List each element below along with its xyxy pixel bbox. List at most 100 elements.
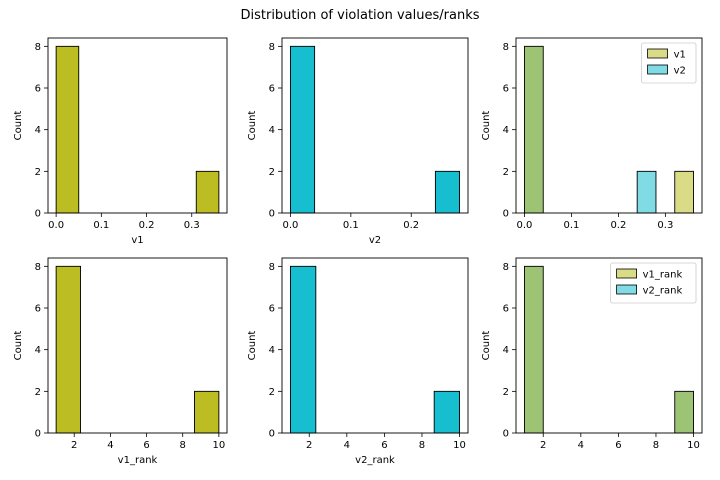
legend-swatch (647, 64, 668, 75)
histogram-bar (195, 170, 220, 214)
x-tick-label: 0.2 (610, 220, 626, 231)
axes-frame (515, 257, 703, 434)
axes-frame (281, 257, 469, 434)
x-tick-label: 10 (212, 440, 225, 451)
x-tick-label: 0.0 (48, 220, 64, 231)
legend-swatch (616, 268, 637, 279)
histogram-bar (674, 390, 694, 434)
x-axis-label: v1 (131, 235, 143, 246)
subplot-2: 0.0 0.1 0.2 0 2 4 6 8 v2 Count (247, 37, 469, 246)
x-tick-label: 0.3 (657, 220, 673, 231)
y-tick-label: 0 (503, 209, 509, 220)
axes-frame (47, 37, 228, 214)
y-tick-label: 2 (269, 167, 275, 178)
y-tick-label: 0 (269, 429, 275, 440)
y-tick-label: 4 (35, 345, 41, 356)
x-tick-label: 6 (615, 440, 621, 451)
histogram-bar (55, 265, 81, 434)
legend-swatch (616, 284, 637, 295)
y-axis-label: Count (247, 111, 258, 141)
y-axis-label: Count (481, 331, 492, 361)
y-tick-label: 6 (503, 304, 509, 315)
x-tick-label: 4 (107, 440, 113, 451)
axes-frame (281, 37, 469, 214)
legend-label: v1_rank (643, 270, 683, 281)
x-tick-label: 0.2 (139, 220, 155, 231)
x-axis-label: v1_rank (118, 455, 158, 466)
histogram-bar (433, 390, 460, 434)
y-axis-label: Count (13, 331, 24, 361)
y-tick-label: 2 (35, 167, 41, 178)
x-tick-label: 2 (71, 440, 77, 451)
y-tick-label: 8 (35, 262, 41, 273)
histogram-bar (674, 170, 694, 214)
y-tick-label: 4 (269, 345, 275, 356)
x-tick-label: 6 (381, 440, 387, 451)
y-tick-label: 8 (269, 42, 275, 53)
x-tick-label: 6 (143, 440, 149, 451)
y-tick-label: 6 (35, 84, 41, 95)
histogram-bar (55, 45, 80, 214)
y-tick-label: 0 (35, 429, 41, 440)
histogram-bar (524, 45, 544, 214)
histogram-bar (290, 265, 317, 434)
y-tick-label: 0 (269, 209, 275, 220)
y-tick-label: 8 (269, 262, 275, 273)
histogram-bar (290, 45, 316, 214)
legend-swatch (647, 48, 668, 59)
y-tick-label: 4 (503, 345, 509, 356)
y-tick-label: 4 (269, 125, 275, 136)
x-tick-label: 4 (578, 440, 584, 451)
x-tick-label: 0.1 (343, 220, 359, 231)
y-axis-label: Count (13, 111, 24, 141)
histogram-bar (636, 170, 657, 214)
subplot-4: 2 4 6 8 10 0 2 4 6 8 v1_rank Count (13, 257, 228, 466)
x-axis-label: v2 (369, 235, 381, 246)
x-axis-label: v2_rank (355, 455, 395, 466)
y-tick-label: 8 (503, 42, 509, 53)
y-tick-label: 6 (269, 304, 275, 315)
y-tick-label: 2 (503, 167, 509, 178)
figure-title: Distribution of violation values/ranks (240, 8, 480, 23)
x-tick-label: 0.1 (93, 220, 109, 231)
y-axis-label: Count (247, 331, 258, 361)
x-tick-label: 0.0 (283, 220, 299, 231)
subplot-1: 0.0 0.1 0.2 0.3 0 2 4 6 8 v1 Count (13, 37, 228, 246)
x-tick-label: 10 (453, 440, 466, 451)
y-tick-label: 2 (269, 387, 275, 398)
y-tick-label: 6 (269, 84, 275, 95)
x-tick-label: 8 (180, 440, 186, 451)
legend: v1_rank v2_rank (610, 262, 697, 304)
y-tick-label: 6 (35, 304, 41, 315)
legend-label: v1 (674, 50, 686, 61)
x-tick-label: 10 (687, 440, 700, 451)
x-tick-label: 2 (540, 440, 546, 451)
y-tick-label: 0 (35, 209, 41, 220)
x-tick-label: 0.1 (563, 220, 579, 231)
y-tick-label: 2 (35, 387, 41, 398)
y-tick-label: 4 (503, 125, 509, 136)
x-tick-label: 0.0 (517, 220, 533, 231)
histogram-bar (194, 390, 220, 434)
x-tick-label: 8 (419, 440, 425, 451)
histogram-bar (524, 265, 544, 434)
x-tick-label: 0.2 (403, 220, 419, 231)
axes-frame (47, 257, 228, 434)
y-axis-label: Count (481, 111, 492, 141)
x-tick-label: 0.3 (184, 220, 200, 231)
axes-frame (515, 37, 703, 214)
y-tick-label: 0 (503, 429, 509, 440)
histogram-bar (434, 170, 460, 214)
subplot-5: 2 4 6 8 10 0 2 4 6 8 v2_rank Count (247, 257, 469, 466)
x-tick-label: 2 (306, 440, 312, 451)
legend-label: v2 (674, 66, 686, 77)
y-tick-label: 4 (35, 125, 41, 136)
y-tick-label: 6 (503, 84, 509, 95)
subplot-6: 2 4 6 8 10 0 2 4 6 8 Count v1_rank v2_rank (481, 257, 703, 451)
x-tick-label: 4 (344, 440, 350, 451)
y-tick-label: 8 (503, 262, 509, 273)
y-tick-label: 2 (503, 387, 509, 398)
